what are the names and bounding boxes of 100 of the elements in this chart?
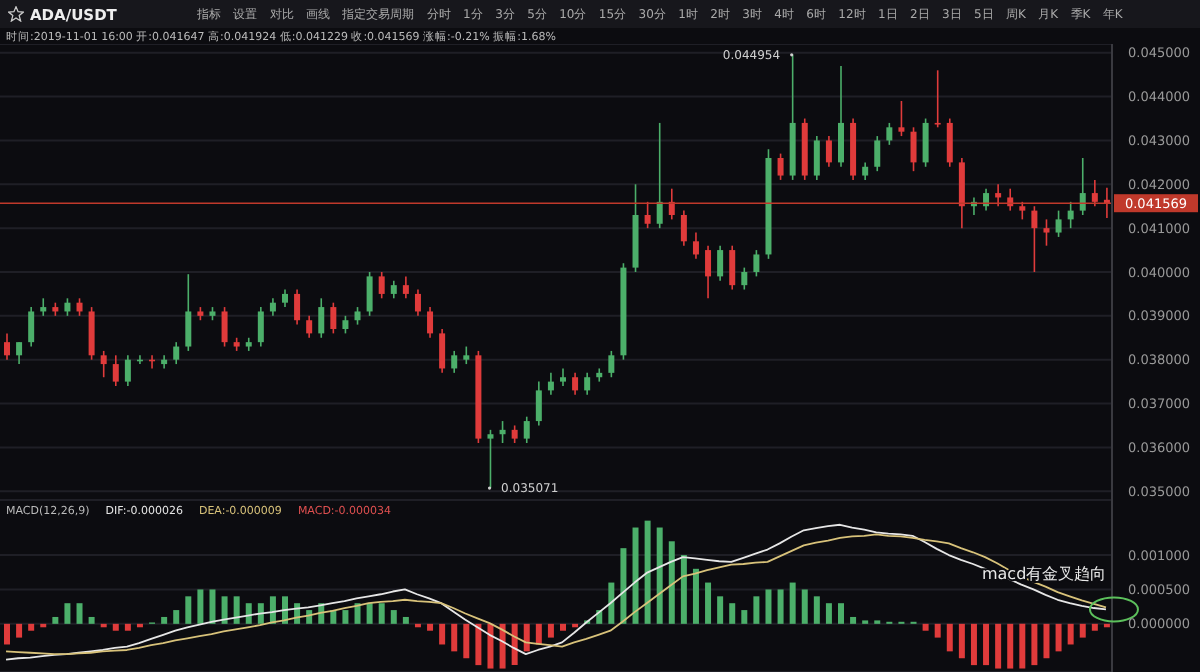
bar [560,623,566,631]
bar [958,623,965,659]
bar [4,623,10,645]
candlestick [995,183,1002,208]
candlestick [692,231,699,260]
candlestick [668,187,675,221]
bar [632,527,639,624]
bar [245,603,252,624]
bar [1091,623,1098,631]
candlestick [294,288,301,326]
candlestick [910,126,917,172]
candlestick [306,315,313,339]
bar [173,610,180,624]
candlestick [596,367,603,383]
bar [1043,623,1050,659]
bar [850,616,857,624]
candlestick [1055,209,1062,238]
bar [838,603,844,624]
bar [656,527,663,624]
candlestick [1031,205,1038,273]
bar [547,623,554,638]
bar [1031,623,1038,666]
candlestick [729,244,736,291]
bar [378,603,385,624]
bar [475,623,482,666]
candlestick [451,350,458,374]
candlestick [173,341,180,365]
bar [946,623,953,652]
bar [124,623,131,631]
candlestick [16,341,23,365]
candlestick [958,157,965,229]
bar [777,589,784,624]
candlestick [100,350,107,379]
bar [451,623,458,652]
bar [608,582,615,624]
candlestick [378,271,385,300]
bar [922,623,929,631]
bar [825,603,832,624]
bar [88,616,95,624]
bar [1067,623,1074,645]
bar [680,555,687,624]
bar [1055,623,1062,652]
bar [934,623,941,638]
candlestick [922,117,929,168]
bar [28,623,35,631]
candlestick [1067,201,1074,229]
candlestick [4,332,10,361]
bar [209,589,216,624]
candlestick [934,69,941,129]
bar [1079,623,1086,638]
bar [535,623,542,645]
candlestick [825,135,832,168]
bar [692,568,699,624]
candlestick [124,354,131,387]
candlestick [427,306,434,339]
candlestick [499,420,506,444]
candlestick [523,415,530,444]
bar [366,603,373,624]
candlestick [318,297,325,339]
bar [1019,623,1026,669]
bar [668,541,675,624]
candlestick [838,65,844,168]
bar [257,603,264,624]
bar [523,623,530,652]
candlestick [366,271,373,317]
bar [16,623,23,638]
bar [644,520,651,624]
bar [185,596,192,624]
bar [729,603,736,624]
candlestick [753,249,760,278]
bar [753,596,760,624]
bar [717,596,724,624]
bar [64,603,71,624]
bar [499,623,506,669]
candlestick [40,297,47,317]
bar [487,623,494,669]
bar [741,610,748,624]
candlestick [644,201,651,229]
candlestick [414,288,421,317]
bar [112,623,119,631]
candlestick [221,306,228,348]
candlestick [1091,179,1098,208]
candlestick [874,135,881,172]
candlestick [946,117,953,168]
candlestick [1043,218,1050,247]
bar [983,623,990,666]
bar [620,548,627,624]
candlestick [560,367,566,387]
candlestick [572,372,579,396]
bar [233,596,240,624]
candlestick [886,122,893,146]
bar [1007,623,1014,669]
candlestick [535,380,542,427]
candlestick [330,301,337,335]
candlestick [741,266,748,291]
bar [402,616,409,624]
candlestick [547,372,554,396]
candlestick [656,122,663,229]
bar [342,610,349,624]
bar [995,623,1002,669]
